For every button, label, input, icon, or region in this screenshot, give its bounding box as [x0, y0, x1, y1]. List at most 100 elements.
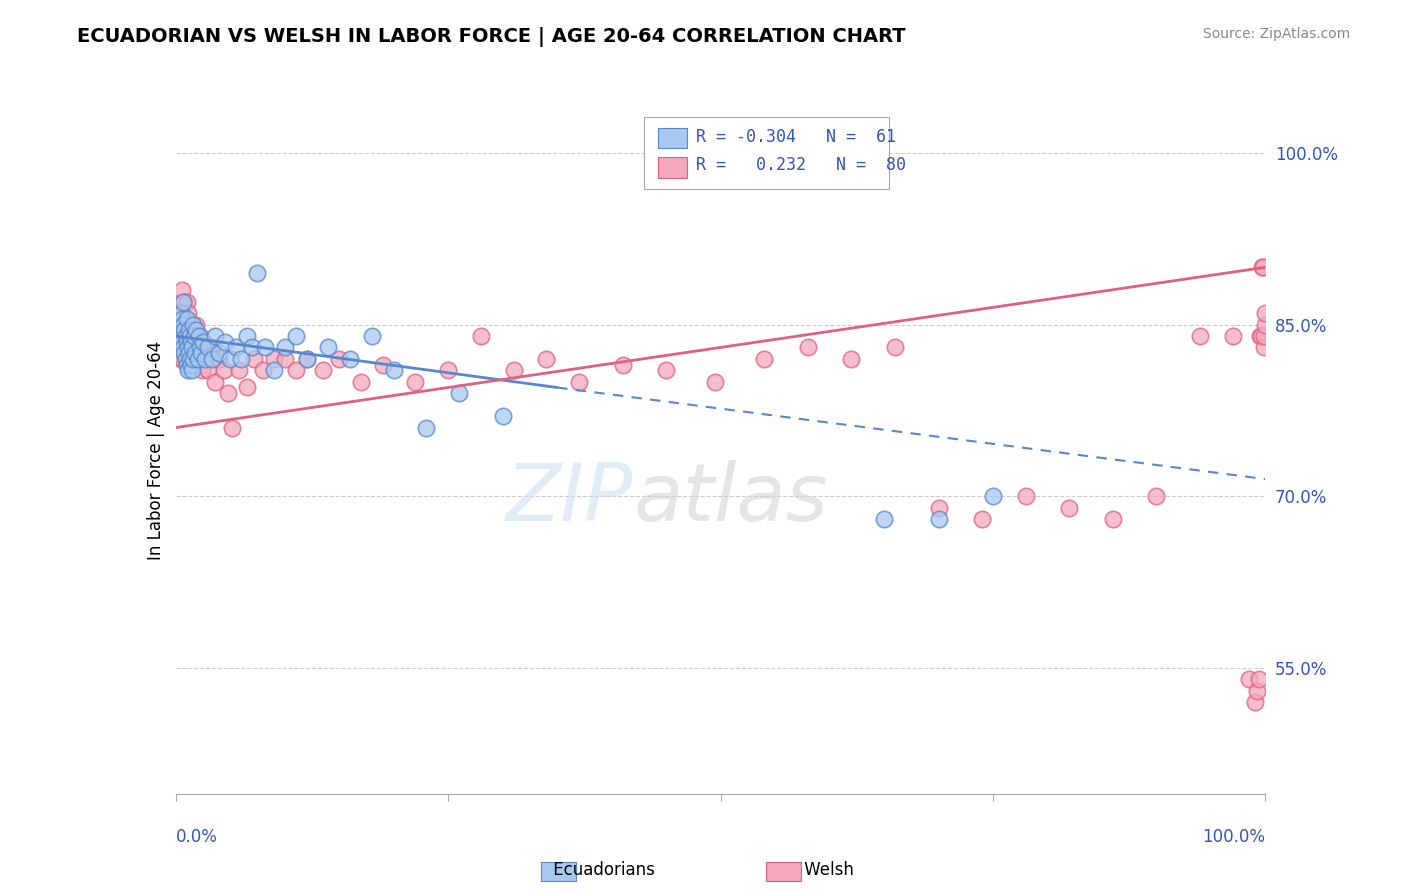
- Point: [405, 375, 427, 389]
- Point: [172, 294, 194, 309]
- Text: Welsh: Welsh: [778, 861, 853, 879]
- Point: [704, 375, 727, 389]
- Point: [447, 386, 470, 401]
- Point: [176, 318, 198, 332]
- Text: R = -0.304   N =  61: R = -0.304 N = 61: [696, 128, 896, 145]
- Point: [177, 306, 200, 320]
- Point: [1222, 329, 1244, 343]
- Text: ECUADORIAN VS WELSH IN LABOR FORCE | AGE 20-64 CORRELATION CHART: ECUADORIAN VS WELSH IN LABOR FORCE | AGE…: [77, 27, 905, 46]
- Point: [228, 363, 250, 377]
- Point: [382, 363, 405, 377]
- Point: [174, 329, 197, 343]
- Point: [191, 363, 214, 377]
- Point: [172, 351, 194, 366]
- Point: [170, 351, 193, 366]
- Point: [177, 346, 200, 360]
- Point: [350, 375, 373, 389]
- Point: [1015, 489, 1038, 503]
- Point: [1250, 329, 1272, 343]
- Point: [181, 340, 204, 354]
- Point: [1253, 340, 1275, 354]
- Point: [184, 340, 207, 354]
- Point: [174, 351, 197, 366]
- Point: [181, 318, 204, 332]
- Point: [371, 358, 394, 372]
- Point: [177, 329, 200, 343]
- Point: [172, 311, 194, 326]
- Point: [295, 351, 318, 366]
- Point: [190, 346, 212, 360]
- Point: [170, 306, 193, 320]
- Point: [186, 323, 208, 337]
- Point: [188, 340, 211, 354]
- Point: [176, 334, 198, 349]
- Point: [176, 311, 198, 326]
- Point: [284, 329, 307, 343]
- Point: [1057, 500, 1080, 515]
- Point: [169, 329, 191, 343]
- Text: Ecuadorians: Ecuadorians: [527, 861, 654, 879]
- Point: [172, 334, 194, 349]
- Point: [263, 351, 285, 366]
- Point: [173, 294, 195, 309]
- Point: [188, 329, 211, 343]
- Point: [655, 363, 678, 377]
- Point: [179, 329, 201, 343]
- Point: [502, 363, 524, 377]
- Point: [796, 340, 818, 354]
- Point: [172, 318, 194, 332]
- Point: [179, 351, 201, 366]
- Point: [172, 340, 194, 354]
- Point: [173, 323, 195, 337]
- Point: [173, 318, 195, 332]
- Text: 0.0%: 0.0%: [176, 828, 218, 847]
- Point: [186, 351, 209, 366]
- Point: [194, 351, 217, 366]
- Point: [841, 351, 863, 366]
- Point: [1251, 260, 1274, 275]
- Bar: [658, 157, 686, 178]
- Point: [415, 420, 437, 434]
- Point: [981, 489, 1004, 503]
- Point: [1251, 260, 1274, 275]
- Point: [217, 386, 239, 401]
- Point: [246, 266, 269, 280]
- Text: atlas: atlas: [633, 459, 828, 538]
- Point: [208, 346, 231, 360]
- Point: [318, 340, 340, 354]
- Point: [174, 351, 197, 366]
- Point: [181, 351, 204, 366]
- Point: [470, 329, 492, 343]
- Point: [1254, 318, 1277, 332]
- Point: [274, 351, 297, 366]
- Point: [195, 351, 218, 366]
- Point: [284, 363, 307, 377]
- Point: [437, 363, 460, 377]
- Point: [186, 351, 209, 366]
- Point: [1246, 683, 1268, 698]
- Text: Source: ZipAtlas.com: Source: ZipAtlas.com: [1202, 27, 1350, 41]
- Point: [534, 351, 557, 366]
- Point: [274, 340, 297, 354]
- Point: [191, 334, 214, 349]
- Point: [181, 340, 204, 354]
- Point: [201, 351, 224, 366]
- Point: [612, 358, 634, 372]
- Point: [180, 358, 202, 372]
- Point: [177, 323, 200, 337]
- Point: [173, 346, 195, 360]
- Point: [295, 351, 318, 366]
- Y-axis label: In Labor Force | Age 20-64: In Labor Force | Age 20-64: [146, 341, 165, 560]
- Point: [568, 375, 591, 389]
- Point: [208, 351, 231, 366]
- Point: [184, 346, 207, 360]
- Point: [174, 329, 197, 343]
- Point: [180, 334, 202, 349]
- Point: [339, 351, 361, 366]
- Point: [360, 329, 382, 343]
- Point: [177, 363, 200, 377]
- Point: [225, 340, 247, 354]
- Point: [1144, 489, 1167, 503]
- Point: [1249, 329, 1271, 343]
- Point: [1189, 329, 1212, 343]
